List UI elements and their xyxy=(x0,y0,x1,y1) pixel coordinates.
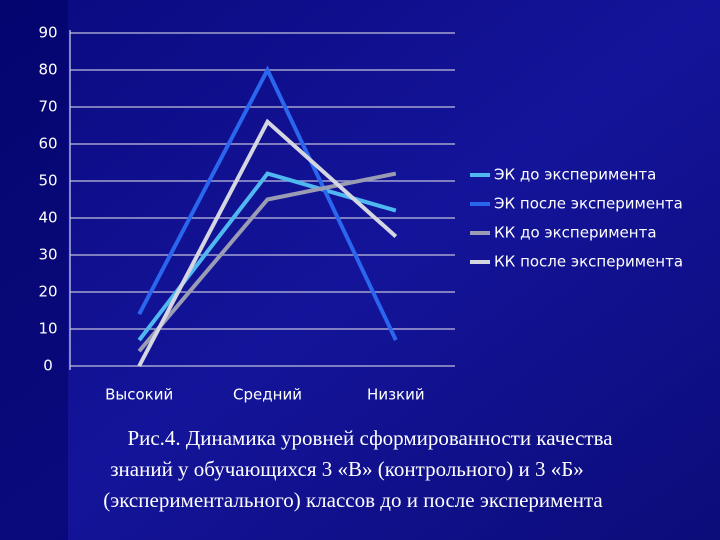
y-tick-label: 80 xyxy=(38,61,57,79)
legend-label: КК до эксперимента xyxy=(494,224,657,242)
y-tick-label: 30 xyxy=(38,246,57,264)
y-tick-label: 60 xyxy=(38,135,57,153)
x-tick-label: Низкий xyxy=(367,386,425,404)
caption: знаний у обучающихся 3 «В» (контрольного… xyxy=(110,457,584,481)
legend-label: ЭК после эксперимента xyxy=(494,195,683,213)
left-strip xyxy=(0,0,68,540)
y-tick-label: 90 xyxy=(38,24,57,42)
caption: (экспериментального) классов до и после … xyxy=(103,488,603,512)
series-line xyxy=(137,118,398,367)
series-line xyxy=(137,171,397,353)
caption: Рис.4. Динамика уровней сформированности… xyxy=(127,426,613,450)
y-tick-label: 10 xyxy=(38,320,57,338)
y-tick-label: 70 xyxy=(38,98,57,116)
y-tick-label: 50 xyxy=(38,172,57,190)
y-tick-label: 40 xyxy=(38,209,57,227)
y-tick-label: 20 xyxy=(38,283,57,301)
legend-label: ЭК до эксперимента xyxy=(494,166,656,184)
x-tick-label: Средний xyxy=(233,386,302,404)
x-tick-label: Высокий xyxy=(105,386,173,404)
y-tick-label: 0 xyxy=(43,357,53,375)
legend-label: КК после эксперимента xyxy=(494,253,683,271)
series-line xyxy=(137,65,398,341)
